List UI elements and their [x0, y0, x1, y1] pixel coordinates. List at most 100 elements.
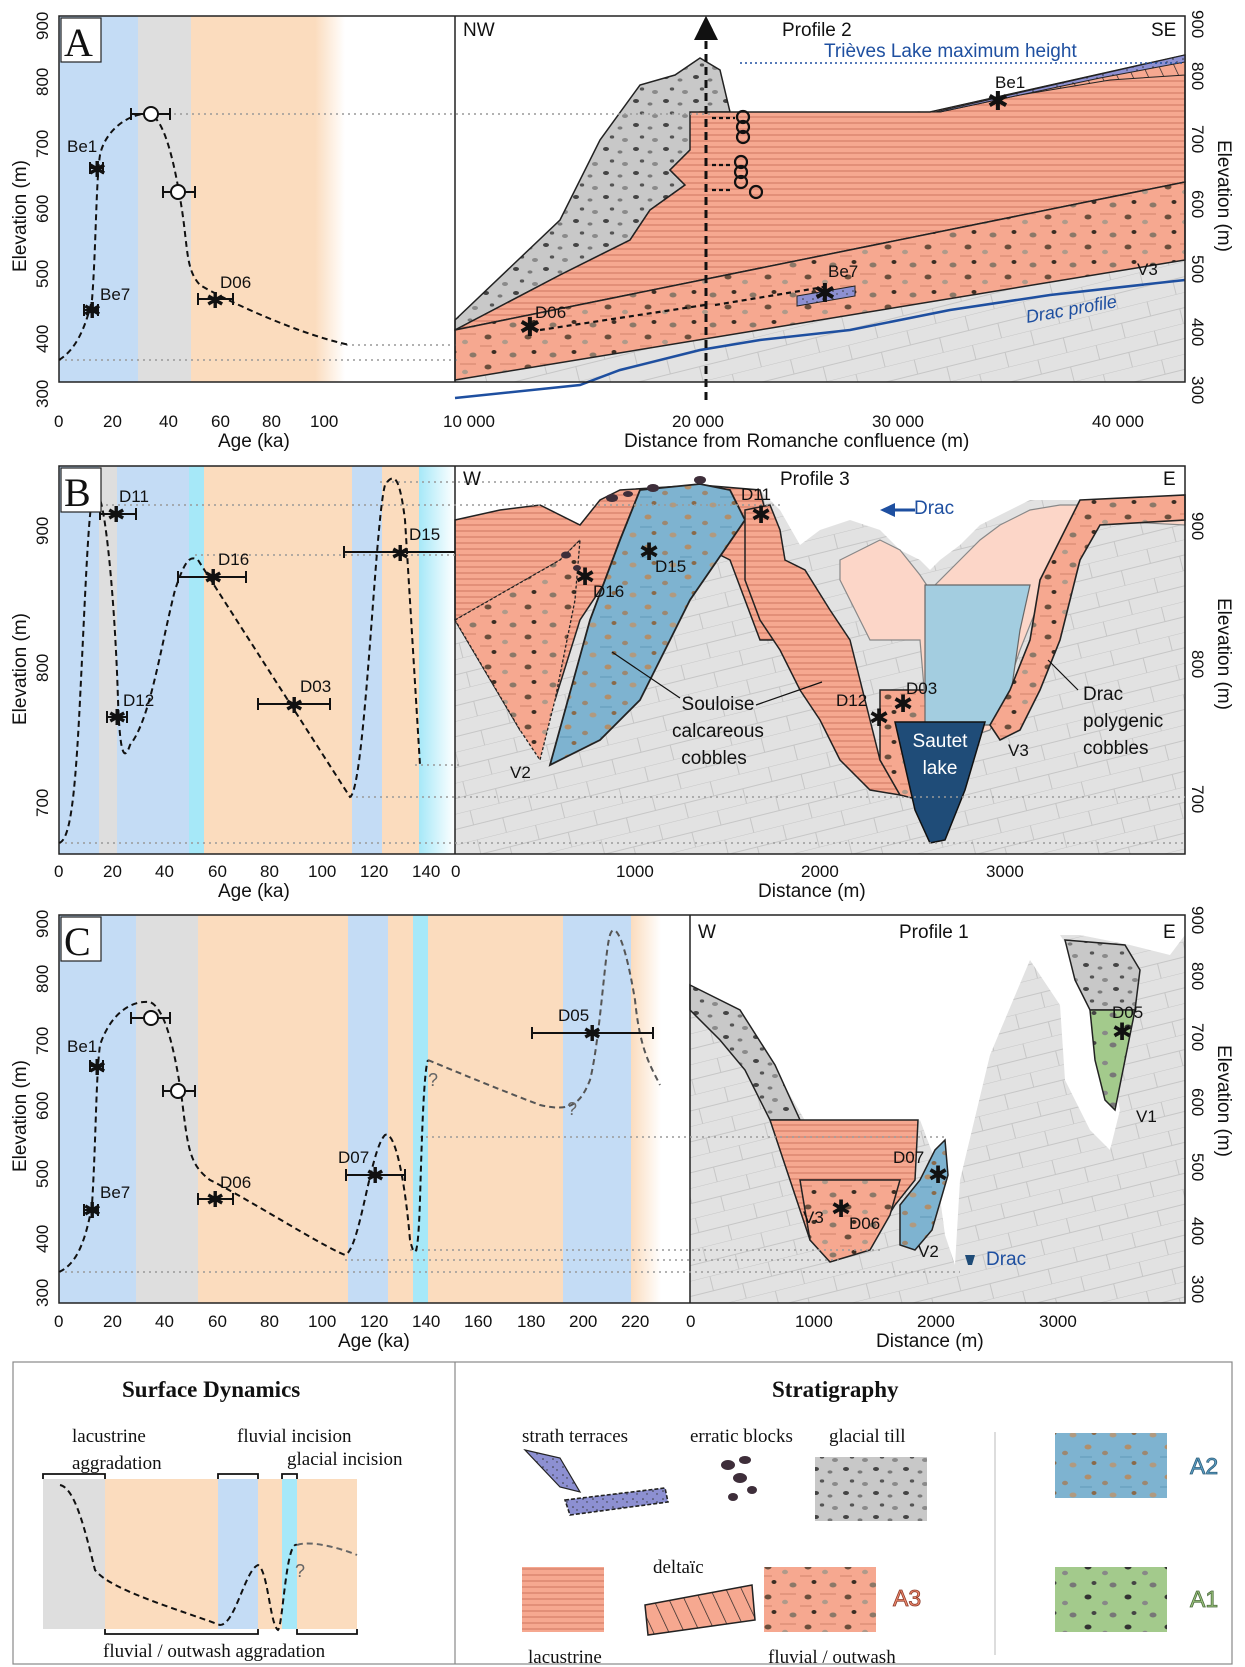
b-letter-box — [60, 467, 102, 513]
c-band-orange2 — [388, 915, 413, 1303]
svg-text:✱: ✱ — [751, 502, 771, 529]
c-age-tick-220: 220 — [621, 1312, 649, 1331]
a-band-fade — [315, 16, 345, 382]
a-elev-l-900: 900 — [33, 12, 52, 40]
b-profile-title: Profile 3 — [780, 469, 850, 490]
a-age-axis-label: Age (ka) — [218, 431, 290, 452]
c-dir-left: W — [698, 922, 716, 943]
c-drac-river — [965, 1255, 975, 1265]
c-elev-l-900: 900 — [33, 910, 52, 938]
a-d06-arrow — [539, 303, 706, 332]
b-label-d12-section: D12 — [836, 691, 867, 710]
b-souloise-l3: cobbles — [681, 748, 747, 769]
b-letter: B — [64, 470, 91, 515]
legend-erratic-label: erratic blocks — [690, 1426, 793, 1447]
legend-brackets — [42, 1473, 358, 1635]
b-frame — [58, 465, 1186, 855]
svg-text:✱: ✱ — [391, 541, 409, 566]
b-elev-l-700: 700 — [33, 789, 52, 817]
legend-grey-band — [43, 1479, 105, 1629]
legend-orange-band-2 — [258, 1479, 282, 1629]
a-lake-label: Trièves Lake maximum height — [824, 41, 1077, 62]
c-a1-infill — [1089, 1009, 1136, 1112]
legend-fluvial-incision: fluvial incision — [237, 1426, 352, 1447]
b-band-blue2 — [117, 466, 189, 854]
b-drac-cobbles — [989, 494, 1186, 742]
a-elev-r-800: 800 — [1188, 62, 1207, 90]
c-elev-r-500: 500 — [1188, 1153, 1207, 1181]
b-drac-l3: cobbles — [1083, 738, 1149, 759]
b-sautet-l1: Sautet — [913, 731, 969, 752]
a-elev-l-400: 400 — [33, 325, 52, 353]
a-age-tick-20: 20 — [103, 412, 122, 431]
c-dist-tick-0: 0 — [686, 1312, 695, 1331]
svg-text:✱: ✱ — [107, 502, 125, 527]
b-sautet-l2: lake — [923, 758, 958, 779]
legend-strath-swatch-1 — [523, 1448, 582, 1493]
a-age-tick-60: 60 — [211, 412, 230, 431]
a-dist-tick-0: 10 000 — [443, 412, 495, 431]
b-label-d15: D15 — [409, 525, 440, 544]
a-band-orange — [191, 16, 315, 382]
a-arrow-head — [699, 16, 713, 30]
a-drac-profile — [454, 278, 1186, 400]
b-souloise-l2: calcareous — [672, 721, 764, 742]
c-section-stars: ✱ ✱ ✱ — [831, 1019, 1132, 1223]
b-dir-right: E — [1163, 469, 1176, 490]
c-elev-r-300: 300 — [1188, 1275, 1207, 1303]
legend-strat-title: Stratigraphy — [772, 1377, 899, 1402]
a-elev-axis-right: Elevation (m) — [1213, 140, 1234, 252]
b-age-tick-140: 140 — [412, 862, 440, 881]
panel-a: ✱ ✱ ✱ ✱ ✱ ✱ A Be1 Be7 D06 Be1 Be7 D06 V3 — [10, 10, 1234, 452]
c-elev-ticks-left: 300 400 500 600 700 800 900 — [33, 910, 52, 1307]
svg-text:✱: ✱ — [831, 1196, 851, 1223]
a-sky — [455, 16, 1185, 320]
b-age-points — [99, 508, 455, 723]
legend-strath-swatch-2 — [563, 1487, 669, 1516]
b-dir-left: W — [463, 469, 481, 490]
b-connectors — [59, 481, 1185, 844]
legend-fluvial-swatch — [764, 1567, 876, 1632]
a-letter: A — [64, 20, 93, 65]
a-dist-tick-3: 40 000 — [1092, 412, 1144, 431]
a-star-be7: ✱ — [814, 278, 836, 308]
b-dist-tick-2000: 2000 — [801, 862, 839, 881]
a-label-v3: V3 — [1137, 260, 1158, 279]
legend-orange-band — [105, 1479, 218, 1629]
c-question-2: ? — [567, 1099, 577, 1119]
a-osl-samples — [712, 109, 764, 200]
b-dist-tick-1000: 1000 — [616, 862, 654, 881]
svg-text:✱: ✱ — [869, 705, 889, 732]
b-dist-tick-3000: 3000 — [986, 862, 1024, 881]
svg-text:✱: ✱ — [1112, 1019, 1132, 1046]
svg-text:✱: ✱ — [575, 564, 595, 591]
c-band-blue3 — [563, 915, 631, 1303]
legend-a3-label: A3 — [893, 1585, 921, 1611]
c-label-d06: D06 — [220, 1173, 251, 1192]
b-section-stars: ✱✱✱✱✱ — [575, 502, 913, 732]
a-label-be1-section: Be1 — [995, 73, 1025, 92]
svg-text:✱: ✱ — [204, 565, 222, 590]
a-elev-ticks-left: 300 400 500 600 700 800 900 — [33, 12, 52, 408]
c-age-ticks: 0 20 40 60 80 100 120 140 160 180 200 22… — [54, 1312, 649, 1331]
legend-glacial-incision: glacial incision — [287, 1449, 403, 1470]
c-age-tick-20: 20 — [103, 1312, 122, 1331]
b-age-stars: ✱ ✱ ✱ ✱ ✱ — [107, 502, 409, 730]
svg-text:✱: ✱ — [928, 1162, 948, 1189]
b-label-d03-section: D03 — [906, 679, 937, 698]
a-elev-r-600: 600 — [1188, 190, 1207, 218]
c-elev-r-600: 600 — [1188, 1088, 1207, 1116]
b-band-blue1 — [59, 466, 99, 854]
b-sautet-lake — [894, 721, 987, 844]
a-section-stars: ✱ ✱ ✱ — [519, 86, 1009, 342]
b-drac-arrow-head — [880, 503, 895, 517]
c-dir-right: E — [1163, 922, 1176, 943]
svg-text:✱: ✱ — [206, 1187, 224, 1212]
legend-question: ? — [295, 1561, 305, 1581]
b-drac-label: Drac — [914, 498, 954, 519]
legend-lacustrine-label: lacustrine — [528, 1647, 602, 1667]
c-label-v2: V2 — [918, 1242, 939, 1261]
b-elev-axis-left: Elevation (m) — [10, 613, 31, 725]
a-star-d06-age: ✱ — [206, 288, 224, 313]
b-band-orange1 — [204, 466, 352, 854]
